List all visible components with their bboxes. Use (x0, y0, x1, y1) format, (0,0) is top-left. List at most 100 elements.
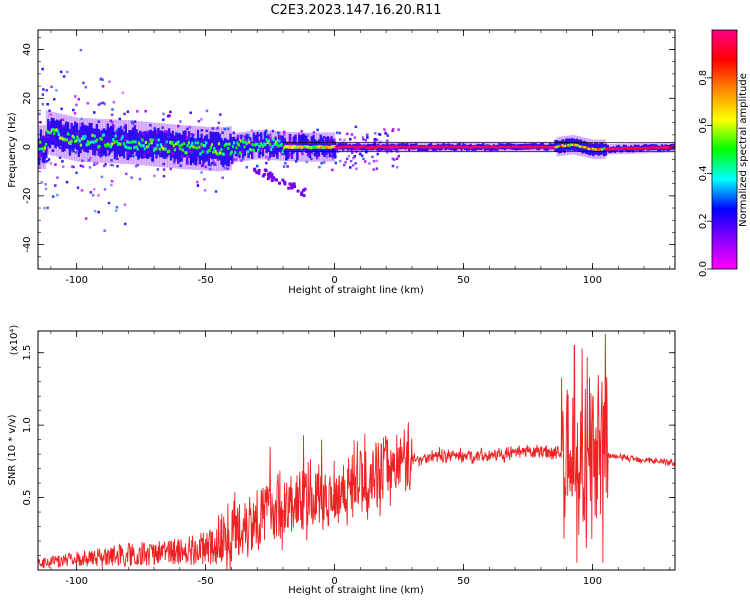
spectrogram-ridge-cell (99, 137, 102, 141)
y-tick-label: 0 (22, 144, 33, 150)
spectrogram-ridge-cell (495, 146, 498, 149)
spectrogram-speckle (276, 147, 280, 151)
spectrogram-speckle (294, 149, 298, 152)
spectrogram-speckle (386, 134, 390, 137)
spectrogram-speckle (284, 161, 287, 165)
spectrogram-speckle (265, 133, 269, 136)
spectrogram-x-ticks: -100 -50 0 50 100 (50, 30, 671, 286)
spectrogram-speckle (156, 168, 160, 171)
spectrogram-speckle (162, 168, 166, 171)
spectrogram-band (133, 125, 136, 152)
spectrogram-speckle (51, 149, 55, 152)
spectrogram-ridge-cell (394, 146, 397, 149)
spectrogram-speckle (234, 142, 238, 145)
spectrogram-ridge-cell (610, 147, 613, 150)
x-tick-label: 50 (457, 576, 470, 587)
spectrogram-ridge-cell (342, 146, 345, 149)
spectrogram-speckle (313, 142, 316, 145)
spectrogram-speckle (232, 131, 235, 135)
spectrogram-speckle (104, 132, 107, 135)
spectrogram-ridge-cell (56, 129, 59, 133)
spectrogram-ridge-cell (443, 146, 446, 149)
spectrogram-speckle (168, 114, 171, 117)
spectrogram-speckle (353, 155, 356, 158)
spectrogram-ridge-cell (454, 145, 457, 148)
spectrogram-speckle (110, 113, 114, 117)
spectrogram-speckle (281, 178, 285, 182)
spectrogram-speckle (103, 102, 106, 106)
spectrogram-ridge-cell (350, 145, 353, 148)
spectrogram-speckle (46, 160, 49, 163)
spectrogram-speckle (333, 138, 336, 142)
spectrogram-speckle (132, 154, 135, 158)
spectrogram-speckle (151, 159, 155, 163)
spectrogram-ridge-cell (575, 144, 578, 147)
spectrogram-speckle (190, 160, 193, 164)
spectrogram-speckle (282, 130, 286, 134)
spectrogram-speckle (147, 139, 150, 143)
spectrogram-speckle (97, 194, 100, 197)
spectrogram-ridge-cell (371, 145, 374, 148)
spectrogram-speckle (272, 176, 276, 180)
spectrogram-ridge-cell (614, 148, 617, 151)
spectrogram-speckle (297, 132, 301, 135)
spectrogram-ridge-cell (107, 143, 110, 147)
spectrogram-speckle (64, 140, 67, 143)
spectrogram-ridge-cell (595, 148, 598, 151)
spectrogram-ridge-cell (643, 147, 646, 150)
spectrogram-speckle (42, 140, 46, 143)
spectrogram-ridge-cell (98, 144, 101, 148)
spectrogram-ridge-cell (505, 146, 508, 149)
spectrogram-speckle (313, 149, 317, 153)
spectrogram-speckle (119, 125, 123, 129)
spectrogram-speckle (97, 103, 101, 106)
spectrogram-ridge-cell (195, 146, 199, 150)
spectrogram-speckle (154, 142, 158, 145)
spectrogram-ridge-cell (633, 146, 636, 149)
spectrogram-ridge-cell (274, 140, 277, 144)
spectrogram-speckle (110, 180, 114, 183)
spectrogram-speckle (382, 143, 385, 147)
spectrogram-speckle (331, 156, 335, 160)
spectrogram-ridge-cell (613, 147, 616, 150)
spectrogram-speckle (361, 136, 365, 139)
spectrogram-ridge-cell (232, 141, 236, 145)
spectrogram-speckle (42, 88, 45, 91)
spectrogram-ridge-cell (83, 137, 86, 141)
spectrogram-ridge-cell (658, 146, 662, 149)
spectrogram-ridge-cell (665, 146, 669, 149)
spectrogram-band (231, 137, 234, 164)
spectrogram-ridge-cell (517, 145, 520, 149)
spectrogram-ridge-cell (58, 136, 62, 140)
spectrogram-ridge-cell (520, 146, 523, 149)
spectrogram-speckle (118, 154, 122, 157)
spectrogram-ridge-cell (162, 147, 165, 151)
spectrogram-ridge-cell (196, 141, 200, 145)
spectrogram-speckle (331, 141, 334, 145)
spectrogram-speckle (362, 157, 365, 161)
spectrogram-speckle (80, 117, 83, 121)
spectrogram-speckle (218, 137, 222, 140)
spectrogram-ridge-cell (229, 152, 232, 156)
spectrogram-band (229, 133, 232, 161)
spectrogram-ridge-cell (588, 147, 591, 151)
spectrogram-ridge-cell (307, 145, 310, 149)
spectrogram-ridge-cell (627, 147, 630, 151)
spectrogram-ridge-cell (366, 146, 369, 149)
spectrogram-speckle (303, 187, 307, 191)
spectrogram-speckle (43, 135, 47, 138)
spectrogram-speckle (351, 151, 354, 154)
spectrogram-ridge-cell (364, 145, 367, 148)
snr-series-line (38, 333, 675, 570)
spectrogram-speckle (283, 142, 286, 146)
spectrogram-speckle (164, 143, 167, 146)
spectrogram-ridge-cell (519, 146, 522, 149)
spectrogram-speckle (149, 124, 152, 127)
spectrogram-speckle (360, 154, 364, 158)
spectrogram-speckle (282, 133, 286, 136)
spectrogram-ridge-cell (101, 133, 105, 137)
spectrogram-speckle (186, 155, 189, 158)
spectrogram-speckle (107, 201, 111, 205)
spectrogram-speckle (41, 102, 45, 106)
spectrogram-speckle (300, 191, 304, 195)
